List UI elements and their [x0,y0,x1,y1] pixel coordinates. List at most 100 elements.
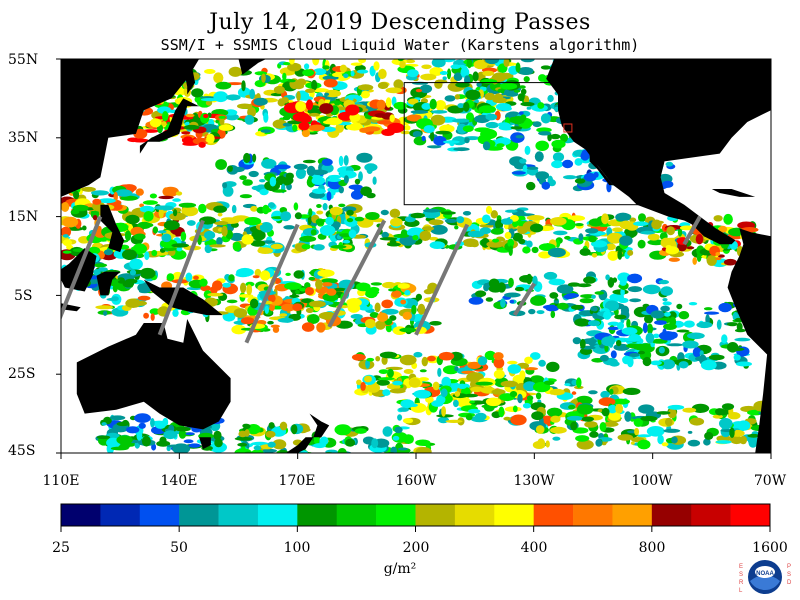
colorbar-label-25: 25 [52,540,70,556]
cloud-cell [312,59,320,66]
cloud-cell [421,64,432,70]
cloud-cell [125,214,140,225]
cloud-cell [204,244,212,254]
cloud-cell [530,352,541,360]
cloud-cell [374,302,381,313]
cloud-cell [62,234,69,238]
cloud-cell [259,222,273,233]
cloud-cell [420,73,437,81]
cloud-cell [262,204,270,215]
cloud-cell [721,334,728,344]
cloud-cell [436,414,454,418]
cloud-cell [626,318,631,329]
cloud-cell [126,426,140,434]
cloud-cell [414,93,424,97]
cloud-cell [595,439,603,447]
cloud-cell [285,272,291,276]
cloud-cell [120,195,138,201]
cloud-cell [640,415,658,422]
cloud-cell [609,388,614,395]
cloud-cell [514,286,525,292]
cloud-cell [576,377,582,389]
cloud-cell [157,230,167,234]
cloud-cell [668,257,680,262]
cloud-cell [637,439,651,450]
cloud-cell [321,158,333,166]
cloud-cell [316,204,322,208]
cloud-cell [410,212,426,219]
cloud-cell [389,114,395,123]
cloud-cell [143,211,154,222]
cloud-cell [485,397,502,407]
cloud-cell [129,258,143,270]
cloud-cell [503,416,512,421]
cloud-cell [415,439,431,446]
cloud-cell [585,228,599,234]
cloud-cell [369,290,380,295]
cloud-cell [106,297,119,301]
cloud-cell [526,395,534,401]
cloud-cell [185,432,195,436]
cloud-cell [283,62,291,66]
cloud-cell [143,312,150,319]
cloud-cell [604,300,620,312]
cloud-cell [415,447,432,453]
cloud-cell [425,396,434,404]
cloud-cell [601,213,609,225]
cloud-cell [591,294,596,299]
lon-label-160w: 160W [395,473,437,489]
cloud-cell [617,297,629,303]
cloud-cell [531,246,539,254]
colorbar-swatch [612,504,653,526]
cloud-cell [581,416,595,422]
cloud-cell [645,332,655,344]
cloud-cell [169,212,186,221]
philippines [100,204,125,253]
cloud-cell [465,89,481,101]
cloud-cell [566,415,584,421]
cloud-cell [576,404,594,415]
cloud-cell [526,106,532,110]
cloud-cell [250,205,258,212]
cloud-cell [572,427,589,434]
cloud-cell [468,297,484,305]
cloud-cell [665,161,674,167]
cloud-cell [407,98,419,105]
cloud-cell [116,435,133,445]
cloud-cell [390,217,403,227]
cloud-cell [633,418,643,427]
cloud-cell [550,310,556,319]
cloud-cell [393,233,410,238]
cloud-cell [267,441,276,448]
cloud-cell [366,165,373,175]
cloud-cell [549,388,565,396]
cloud-cell [734,337,751,342]
cloud-cell [662,301,672,306]
cloud-cell [532,121,542,128]
cloud-cell [139,205,155,213]
cloud-cell [205,100,213,106]
swath-gap [157,219,205,336]
cloud-cell [231,204,237,214]
cloud-cell [518,111,524,115]
cloud-cell [213,72,224,84]
cloud-cell [727,347,745,352]
cloud-cell [96,435,111,440]
cloud-cell [408,377,421,388]
cloud-cell [723,213,733,225]
cloud-cell [419,230,432,241]
cloud-cell [385,366,403,371]
cloud-cell [431,59,446,68]
cloud-cell [536,127,552,133]
cloud-cell [302,69,315,77]
cloud-cell [287,79,296,83]
cloud-cell [737,420,751,431]
cloud-cell [62,250,72,254]
cloud-cell [530,295,547,306]
cloud-cell [708,354,725,361]
cloud-cell [338,203,346,208]
cloud-cell [499,82,518,90]
cloud-cell [431,400,444,407]
cloud-cell [486,240,505,248]
